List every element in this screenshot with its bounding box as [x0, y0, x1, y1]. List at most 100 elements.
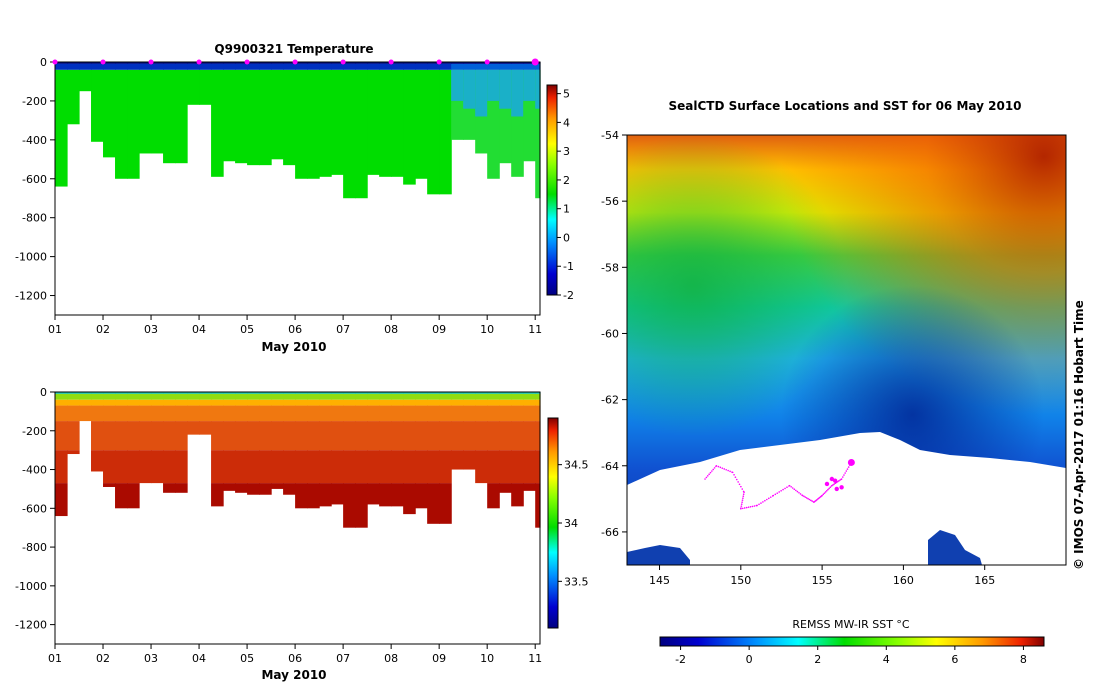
temperature-cell-subsurface [307, 63, 320, 70]
seal-track-point [776, 492, 779, 494]
salinity-cell-layer [91, 399, 104, 406]
salinity-cell-layer [67, 393, 80, 400]
seal-track-point [808, 498, 811, 501]
colorbar-tick-label: 2 [563, 174, 570, 187]
temperature-cell-deep [55, 69, 68, 187]
salinity-cell-layer [307, 483, 320, 509]
salinity-cell-layer [151, 405, 164, 422]
salinity-cell-layer [247, 393, 260, 400]
x-tick-label: 06 [288, 652, 302, 665]
colorbar-tick-label: 4 [563, 116, 570, 129]
salinity-colorbar-ticks: 34.5 34 33.5 [558, 459, 589, 588]
salinity-cell-layer [115, 399, 128, 406]
salinity-cell-layer [235, 405, 248, 422]
seal-track-point [741, 499, 744, 501]
salinity-cell-layer [91, 421, 104, 451]
seal-track-point [832, 484, 834, 486]
salinity-cell-layer [103, 483, 116, 487]
seal-track-point [767, 497, 770, 500]
salinity-cell-layer [175, 392, 188, 394]
salinity-cell-layer [211, 483, 224, 507]
salinity-cell-layer [295, 405, 308, 422]
salinity-cell-layer [115, 393, 128, 400]
seal-track-point [705, 476, 708, 479]
temperature-cell-deep [367, 69, 380, 175]
seal-track-point [784, 487, 786, 490]
salinity-cell-layer [535, 483, 541, 528]
salinity-cell-layer [127, 399, 140, 406]
salinity-cell-layer [463, 393, 476, 400]
salinity-cell-layer [355, 450, 368, 484]
temperature-cell-surface [511, 62, 524, 64]
x-tick-label: 09 [432, 652, 446, 665]
salinity-cell-layer [451, 399, 464, 406]
seal-track-point [715, 464, 718, 467]
salinity-cell-layer [415, 450, 428, 484]
temperature-y-axis: 0 -200 -400 -600 -800 -1000 -1200 [15, 56, 55, 303]
temperature-cell-subsurface [511, 63, 524, 70]
salinity-cell-layer [175, 405, 188, 422]
salinity-cell-layer [307, 405, 320, 422]
salinity-cell-layer [79, 399, 92, 406]
salinity-cell-layer [115, 421, 128, 451]
salinity-cell-layer [427, 405, 440, 422]
salinity-cell-layer [319, 421, 332, 451]
temperature-cell-deep [103, 69, 116, 158]
salinity-cell-layer [175, 393, 188, 400]
salinity-cell-layer [187, 392, 200, 394]
salinity-cell-layer [331, 399, 344, 406]
salinity-cell-layer [403, 399, 416, 406]
salinity-cell-layer [271, 421, 284, 451]
salinity-cell-layer [331, 393, 344, 400]
salinity-cell-layer [91, 450, 104, 472]
sst-colorbar-tick-label: 6 [951, 653, 958, 666]
salinity-cell-layer [499, 450, 512, 484]
lon-tick-label: 160 [893, 574, 914, 587]
salinity-cell-layer [487, 399, 500, 406]
temperature-cell-surface [67, 62, 80, 64]
temperature-cell-surface [151, 62, 164, 64]
salinity-cell-layer [499, 393, 512, 400]
salinity-cell-layer [79, 405, 92, 422]
salinity-cell-layer [175, 421, 188, 451]
lat-tick-label: -66 [601, 526, 619, 539]
salinity-cell-layer [67, 392, 80, 394]
temperature-cell-surface [307, 62, 320, 64]
salinity-cell-layer [283, 399, 296, 406]
salinity-cell-layer [403, 421, 416, 451]
y-tick-label: -400 [22, 134, 47, 147]
salinity-cell-layer [127, 392, 140, 394]
temperature-cell-subsurface [259, 63, 272, 70]
salinity-cell-layer [331, 392, 344, 394]
seal-track-point [825, 489, 828, 492]
salinity-cell-layer [259, 399, 272, 406]
salinity-cell-layer [391, 392, 404, 394]
colorbar-tick-label: 1 [563, 203, 570, 216]
colorbar-tick-label: 34 [564, 517, 578, 530]
salinity-cell-layer [439, 450, 452, 484]
profile-marker [292, 59, 298, 65]
salinity-cell-layer [235, 399, 248, 406]
temperature-cell-surface [163, 62, 176, 64]
temperature-cell-subsurface [175, 63, 188, 70]
salinity-cell-layer [283, 483, 296, 495]
y-tick-label: -600 [22, 502, 47, 515]
temperature-cell-deep [439, 69, 452, 195]
salinity-cell-layer [463, 421, 476, 451]
temperature-cell-subsurface [91, 63, 104, 70]
temperature-cell-deep [427, 69, 440, 195]
salinity-cell-layer [247, 450, 260, 484]
salinity-cell-layer [427, 393, 440, 400]
salinity-cell-layer [463, 399, 476, 406]
salinity-cell-layer [511, 399, 524, 406]
salinity-cell-layer [343, 393, 356, 400]
temperature-cell-subsurface [331, 63, 344, 70]
lat-tick-label: -58 [601, 261, 619, 274]
temperature-cell-mixed [475, 69, 488, 117]
salinity-cell-layer [475, 405, 488, 422]
temperature-cell-deep [199, 69, 212, 105]
seal-track-point [709, 471, 712, 474]
seal-track-point [840, 478, 843, 480]
salinity-cell-layer [523, 392, 536, 394]
salinity-y-axis: 0 -200 -400 -600 -800 -1000 -1200 [15, 386, 55, 632]
